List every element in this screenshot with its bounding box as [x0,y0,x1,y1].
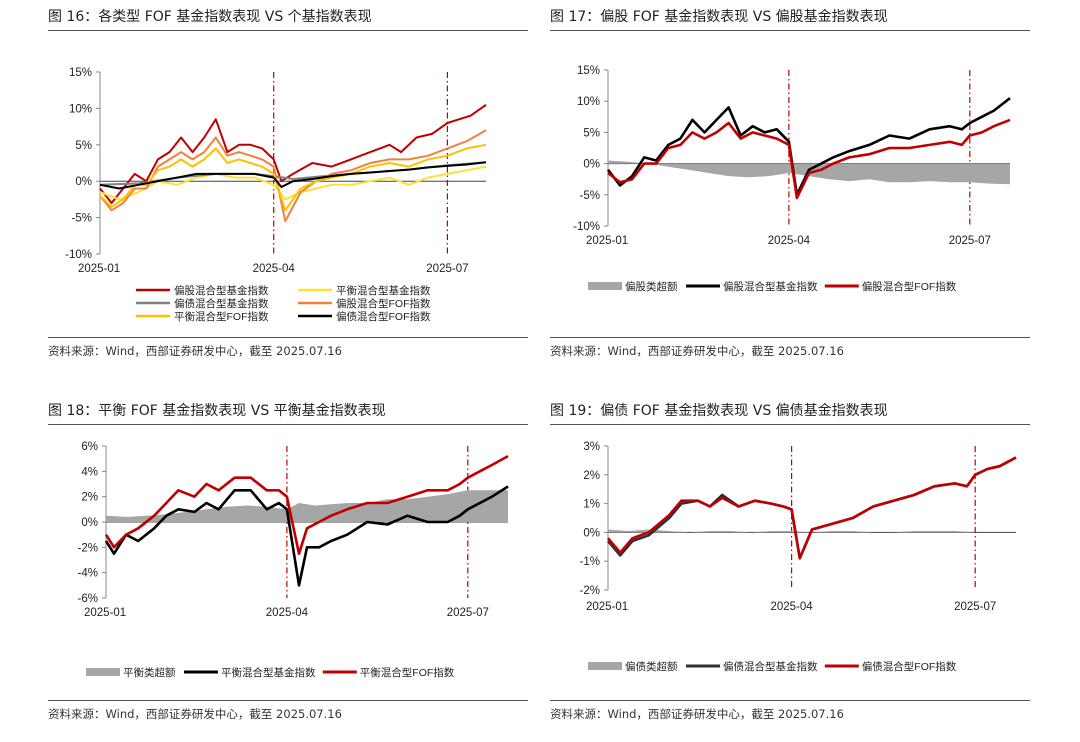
title-divider [48,424,528,425]
legend-label: 平衡混合型FOF指数 [360,666,455,679]
y-tick-label: 0% [583,159,600,171]
legend-label: 平衡混合型基金指数 [221,666,316,679]
x-tick-label: 2025-07 [447,607,489,619]
series-line [607,456,1017,560]
y-tick-label: 2% [583,470,600,482]
legend-label: 偏债混合型基金指数 [723,660,818,673]
x-tick-label: 2025-04 [253,263,296,275]
legend-swatch [588,662,622,670]
y-tick-label: -2% [580,585,600,597]
legend-label: 偏债混合型FOF指数 [862,660,957,673]
chart-title: 图 16：各类型 FOF 基金指数表现 VS 个基指数表现 [48,9,372,25]
y-tick-label: 15% [69,67,92,79]
x-tick-label: 2025-01 [78,263,120,275]
series-line [99,161,487,190]
series-line [607,456,1017,560]
source-note: 资料来源：Wind，西部证券研发中心，截至 2025.07.16 [550,344,844,358]
source-note: 资料来源：Wind，西部证券研发中心，截至 2025.07.16 [48,707,342,721]
legend-label: 偏股类超额 [625,280,678,293]
legend-label: 偏债类超额 [625,660,678,673]
chart-panel-fig19: 图 19：偏债 FOF 基金指数表现 VS 偏债基金指数表现 3% 2% 1% 0% -… [550,400,1030,730]
y-tick-label: -5% [580,190,600,202]
series-line [99,103,487,204]
x-tick-label: 2025-04 [266,607,309,619]
legend-label: 平衡类超额 [123,666,176,679]
y-tick-label: -2% [78,542,98,554]
y-tick-label: 5% [583,127,600,139]
chart-fig17: 15% 10% 5% 0% -5% -10% 2025-01 2025-04 2025-07 偏股… [573,65,1011,293]
x-tick-label: 2025-04 [770,601,813,613]
title-divider [550,424,1030,425]
series-line [607,118,1011,200]
legend-label: 偏债混合型FOF指数 [336,310,431,323]
y-tick-label: -1% [580,556,600,568]
chart-fig19: 3% 2% 1% 0% -1% -2% 2025-01 2025-04 2025-07 偏债类超额… [580,441,1017,673]
series-line [104,485,509,587]
y-tick-label: 2% [81,492,98,504]
chart-title: 图 18：平衡 FOF 基金指数表现 VS 平衡基金指数表现 [48,403,386,419]
y-tick-label: -6% [78,593,98,605]
y-tick-label: 10% [577,96,600,108]
x-tick-label: 2025-07 [954,601,996,613]
y-tick-label: 0% [81,517,98,529]
chart-fig16: 15% 10% 5% 0% -5% -10% 2025-01 2025-04 2025-07 偏股… [65,67,487,323]
y-tick-label: 6% [81,441,98,453]
y-tick-label: -4% [78,568,98,580]
series-line [99,129,487,223]
series-line [99,165,487,201]
y-tick-label: -5% [72,213,92,225]
source-note: 资料来源：Wind，西部证券研发中心，截至 2025.07.16 [550,707,844,721]
x-tick-label: 2025-01 [84,607,126,619]
legend-label: 平衡混合型基金指数 [336,284,431,297]
legend-label: 平衡混合型FOF指数 [174,310,269,323]
legend-label: 偏股混合型基金指数 [723,280,818,293]
y-tick-label: 1% [583,499,600,511]
legend-label: 偏股混合型基金指数 [174,284,269,297]
y-tick-label: 10% [69,103,92,115]
series-line [104,454,509,555]
chart-title: 图 17：偏股 FOF 基金指数表现 VS 偏股基金指数表现 [550,9,888,25]
legend-swatch [588,282,622,290]
x-tick-label: 2025-01 [586,235,628,247]
legend-label: 偏股混合型FOF指数 [336,297,431,310]
y-tick-label: -10% [573,221,600,233]
source-divider [48,337,528,338]
y-tick-label: 0% [75,176,92,188]
source-divider [550,337,1030,338]
x-tick-label: 2025-07 [949,235,991,247]
series-line [606,97,1011,197]
legend-label: 偏股混合型FOF指数 [862,280,957,293]
y-tick-label: -10% [65,249,92,261]
y-tick-label: 4% [81,466,98,478]
x-tick-label: 2025-04 [768,235,811,247]
legend-swatch [86,668,120,676]
chart-panel-fig16: 图 16：各类型 FOF 基金指数表现 VS 个基指数表现 15% 10% 5% 0%… [48,6,528,362]
title-divider [550,30,1030,31]
source-note: 资料来源：Wind，西部证券研发中心，截至 2025.07.16 [48,344,342,358]
excess-area [106,490,508,522]
series-line [99,143,487,212]
chart-fig18: 6% 4% 2% 0% -2% -4% -6% 2025-01 2025-04 2025-07 平衡… [78,441,509,679]
x-tick-label: 2025-01 [586,601,628,613]
source-divider [48,700,528,701]
y-tick-label: 3% [583,441,600,453]
chart-panel-fig17: 图 17：偏股 FOF 基金指数表现 VS 偏股基金指数表现 15% 10% 5% 0… [550,6,1030,362]
y-tick-label: 5% [75,140,92,152]
title-divider [48,30,528,31]
y-tick-label: 0% [583,527,600,539]
y-tick-label: 15% [577,65,600,77]
chart-title: 图 19：偏债 FOF 基金指数表现 VS 偏债基金指数表现 [550,403,888,419]
legend-label: 偏债混合型基金指数 [174,297,269,310]
source-divider [550,700,1030,701]
x-tick-label: 2025-07 [426,263,468,275]
excess-area [608,529,1016,533]
chart-panel-fig18: 图 18：平衡 FOF 基金指数表现 VS 平衡基金指数表现 6% 4% 2% 0% -… [48,400,528,730]
